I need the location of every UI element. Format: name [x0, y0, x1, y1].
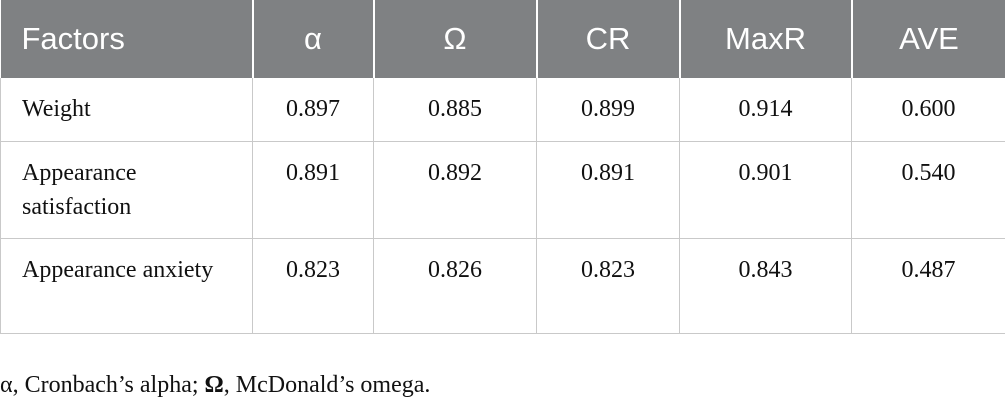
- factor-text: Weight: [22, 96, 91, 122]
- factor-text: Appearance anxiety: [22, 257, 214, 283]
- cell-alpha: 0.891: [252, 141, 374, 239]
- footnote-alpha-symbol: α: [0, 372, 13, 398]
- footnote-omega-text: , McDonald’s omega.: [223, 372, 431, 398]
- cell-ave: 0.540: [851, 141, 1005, 239]
- table-header: Factors α Ω CR MaxR AVE: [0, 0, 1005, 78]
- reliability-table-container: Factors α Ω CR MaxR AVE Weight 0.897 0.8…: [0, 0, 1005, 334]
- cell-cr: 0.899: [536, 78, 680, 142]
- reliability-table: Factors α Ω CR MaxR AVE Weight 0.897 0.8…: [0, 0, 1005, 334]
- header-alpha: α: [251, 0, 374, 78]
- table-footnote: α, Cronbach’s alpha; Ω, McDonald’s omega…: [0, 372, 430, 399]
- cell-omega: 0.885: [373, 78, 537, 142]
- header-omega: Ω: [372, 0, 537, 78]
- table-row: Appearance satisfaction 0.891 0.892 0.89…: [0, 141, 1005, 239]
- header-maxr: MaxR: [678, 0, 852, 78]
- cell-omega: 0.892: [373, 141, 537, 239]
- table-row: Appearance anxiety 0.823 0.826 0.823 0.8…: [0, 238, 1005, 334]
- cell-maxr: 0.914: [679, 78, 852, 142]
- table-row: Weight 0.897 0.885 0.899 0.914 0.600: [0, 78, 1005, 142]
- row-factor-label: Weight: [0, 78, 253, 142]
- footnote-alpha-text: , Cronbach’s alpha;: [12, 372, 205, 398]
- cell-alpha: 0.823: [252, 238, 374, 334]
- row-factor-label: Appearance satisfaction: [0, 141, 253, 239]
- cell-maxr: 0.901: [679, 141, 852, 239]
- header-row: Factors α Ω CR MaxR AVE: [0, 0, 1005, 78]
- factor-text: Appearance satisfaction: [22, 160, 137, 220]
- cell-cr: 0.891: [536, 141, 680, 239]
- footnote-omega-symbol: Ω: [204, 372, 224, 398]
- cell-cr: 0.823: [536, 238, 680, 334]
- cell-omega: 0.826: [373, 238, 537, 334]
- table-body: Weight 0.897 0.885 0.899 0.914 0.600 App…: [0, 78, 1005, 334]
- header-cr: CR: [535, 0, 680, 78]
- row-factor-label: Appearance anxiety: [0, 238, 253, 334]
- cell-alpha: 0.897: [252, 78, 374, 142]
- cell-maxr: 0.843: [679, 238, 852, 334]
- header-factors: Factors: [0, 0, 253, 78]
- header-ave: AVE: [850, 0, 1005, 78]
- cell-ave: 0.487: [851, 238, 1005, 334]
- cell-ave: 0.600: [851, 78, 1005, 142]
